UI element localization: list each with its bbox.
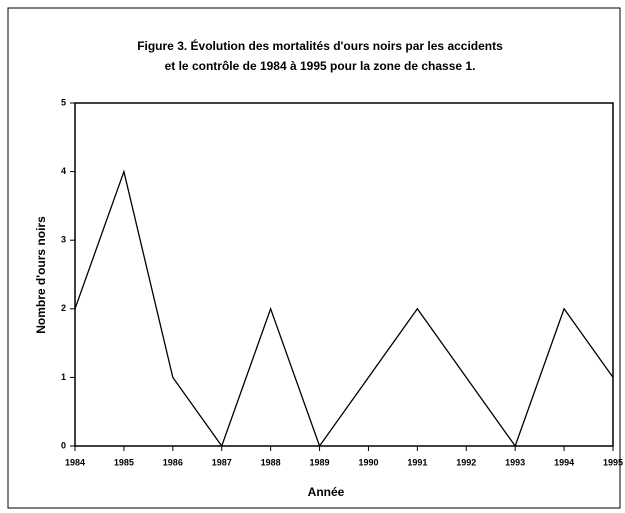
y-tick-label: 2 <box>61 303 66 313</box>
x-tick-label: 1987 <box>212 457 232 467</box>
x-tick-label: 1988 <box>261 457 281 467</box>
y-axis-label: Nombre d'ours noirs <box>34 216 48 334</box>
x-tick-label: 1991 <box>407 457 427 467</box>
y-tick-label: 1 <box>61 372 66 382</box>
y-tick-label: 5 <box>61 97 66 107</box>
y-tick-label: 3 <box>61 235 66 245</box>
x-tick-label: 1990 <box>358 457 378 467</box>
x-tick-label: 1989 <box>310 457 330 467</box>
chart-title: Figure 3. Évolution des mortalités d'our… <box>137 38 503 53</box>
x-tick-label: 1984 <box>65 457 85 467</box>
plot-area <box>74 102 614 447</box>
x-tick-label: 1985 <box>114 457 134 467</box>
x-tick-label: 1994 <box>554 457 574 467</box>
frame <box>7 7 621 509</box>
y-tick-label: 0 <box>61 440 66 450</box>
x-tick-label: 1993 <box>505 457 525 467</box>
chart-title: et le contrôle de 1984 à 1995 pour la zo… <box>165 59 476 73</box>
x-tick-label: 1995 <box>603 457 623 467</box>
y-tick-label: 4 <box>61 166 66 176</box>
x-axis-label: Année <box>308 485 345 499</box>
line <box>74 169 614 448</box>
x-tick-label: 1992 <box>456 457 476 467</box>
x-tick-label: 1986 <box>163 457 183 467</box>
